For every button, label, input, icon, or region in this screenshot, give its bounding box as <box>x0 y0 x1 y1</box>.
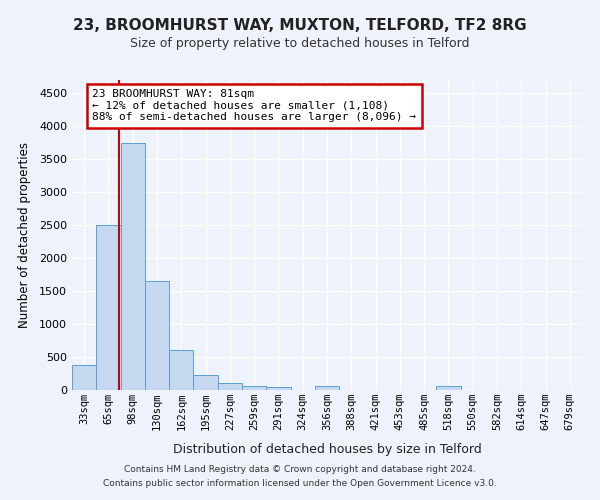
Bar <box>218 382 242 390</box>
Text: Distribution of detached houses by size in Telford: Distribution of detached houses by size … <box>173 442 481 456</box>
Text: Contains HM Land Registry data © Crown copyright and database right 2024.
Contai: Contains HM Land Registry data © Crown c… <box>103 466 497 487</box>
Bar <box>169 350 193 390</box>
Text: 23, BROOMHURST WAY, MUXTON, TELFORD, TF2 8RG: 23, BROOMHURST WAY, MUXTON, TELFORD, TF2… <box>73 18 527 32</box>
Bar <box>315 386 339 390</box>
Bar <box>72 366 96 390</box>
Bar <box>96 225 121 390</box>
Bar <box>121 142 145 390</box>
Bar <box>266 388 290 390</box>
Y-axis label: Number of detached properties: Number of detached properties <box>17 142 31 328</box>
Text: 23 BROOMHURST WAY: 81sqm
← 12% of detached houses are smaller (1,108)
88% of sem: 23 BROOMHURST WAY: 81sqm ← 12% of detach… <box>92 90 416 122</box>
Bar <box>193 375 218 390</box>
Text: Size of property relative to detached houses in Telford: Size of property relative to detached ho… <box>130 38 470 51</box>
Bar <box>436 386 461 390</box>
Bar <box>145 281 169 390</box>
Bar <box>242 386 266 390</box>
